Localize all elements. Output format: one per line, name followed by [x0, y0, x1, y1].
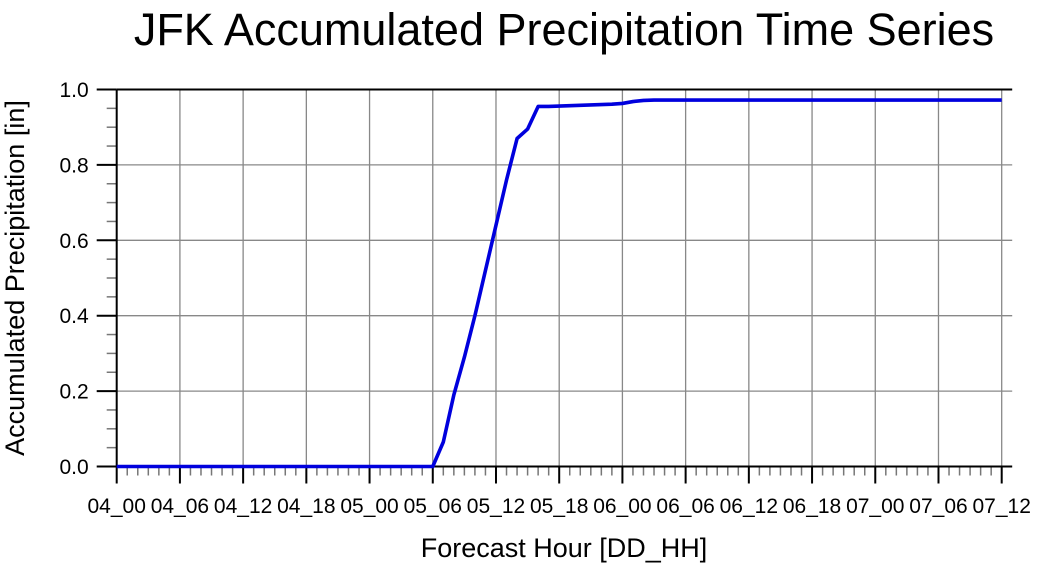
x-tick-label: 04_18	[277, 495, 335, 518]
y-tick-label: 1.0	[59, 79, 88, 102]
x-axis-title: Forecast Hour [DD_HH]	[421, 533, 708, 563]
x-tick-label: 05_18	[530, 495, 588, 518]
grid-layer	[116, 89, 1013, 467]
y-axis-title: Accumulated Precipitation [in]	[0, 100, 30, 456]
x-tick-label: 07_12	[972, 495, 1030, 518]
x-tick-label: 06_12	[720, 495, 778, 518]
chart-title: JFK Accumulated Precipitation Time Serie…	[134, 4, 994, 55]
series-layer	[116, 98, 1002, 469]
x-tick-label: 05_06	[404, 495, 462, 518]
y-tick-label: 0.2	[59, 381, 88, 404]
x-tick-label: 05_12	[467, 495, 525, 518]
x-tick-label: 06_00	[593, 495, 651, 518]
x-tick-label: 06_18	[783, 495, 841, 518]
y-tick-label: 0.4	[59, 305, 89, 328]
x-tick-label: 04_00	[87, 495, 145, 518]
x-tick-label: 06_06	[656, 495, 714, 518]
y-tick-label: 0.6	[59, 230, 88, 253]
precipitation-line	[116, 98, 1002, 469]
x-tick-label: 04_06	[151, 495, 209, 518]
x-tick-label: 07_00	[846, 495, 904, 518]
x-tick-label: 07_06	[909, 495, 967, 518]
axis-frame	[115, 88, 1013, 468]
tick-label-layer: 04_00 04_06 04_12 04_18 05_00 05_06 05_12 05_18…	[59, 79, 1030, 518]
y-tick-label: 0.0	[59, 456, 88, 479]
tick-layer	[96, 88, 1003, 484]
x-tick-label: 04_12	[214, 495, 272, 518]
x-tick-label: 05_00	[340, 495, 398, 518]
y-tick-label: 0.8	[59, 154, 88, 177]
